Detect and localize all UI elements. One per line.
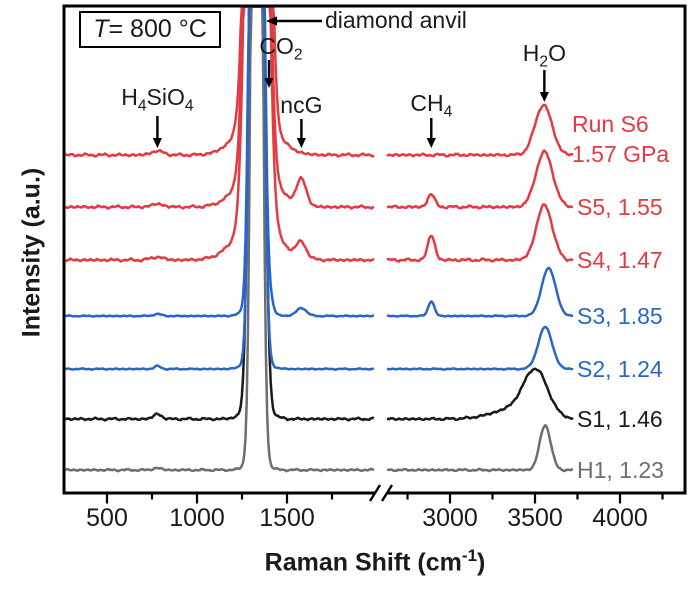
annotation-arrows (152, 16, 549, 148)
tick-label-3500: 3500 (507, 504, 563, 532)
annotation-text-part: diamond anvil (325, 7, 467, 33)
y-axis-label: Intensity (a.u.) (17, 167, 46, 338)
arrow-head-co2 (264, 78, 274, 88)
tick-label-4000: 4000 (592, 504, 648, 532)
break-slash-1 (368, 484, 382, 502)
spectrum-S4 (65, 5, 574, 263)
spectrum-S5 (64, 5, 574, 210)
arrow-head-h4sio4 (152, 138, 162, 148)
spectrum-S3 (65, 5, 574, 318)
annotation-text-part: 2 (539, 53, 549, 71)
tick-label-1500: 1500 (259, 504, 315, 532)
arrow-head-h2o (539, 92, 549, 102)
annotation-text-part: CO (259, 33, 294, 59)
annotation-h4sio4: H4SiO4 (121, 84, 193, 116)
arrow-head-ncg (296, 138, 306, 148)
annotation-text-part: 4 (137, 97, 147, 115)
annotation-co2: CO2 (259, 33, 302, 65)
annotation-text-part: CH (410, 90, 444, 116)
annotation-text-part: O (548, 40, 566, 66)
tick-label-500: 500 (86, 504, 128, 532)
series-label-S5: S5, 1.55 (577, 194, 663, 220)
annotation-text-part: 2 (293, 46, 303, 64)
annotation-text-part: H (121, 84, 138, 110)
annotation-text-part: 4 (184, 97, 194, 115)
break-slash-2 (380, 484, 394, 502)
spectra-curves (64, 5, 574, 473)
spectrum-S1 (64, 5, 574, 422)
axis-break-marks (368, 484, 394, 502)
annotation-text-part: H (522, 40, 540, 66)
series-label-H1: H1, 1.23 (577, 457, 664, 483)
axis-break-gap (375, 488, 387, 498)
temperature-value: = 800 °C (108, 15, 207, 43)
tick-label-3000: 3000 (422, 504, 478, 532)
annotation-h2o: H2O (523, 40, 566, 72)
temperature-box: T = 800 °C (79, 11, 221, 48)
arrow-head-diamond-anvil (266, 16, 277, 26)
series-label-S3: S3, 1.85 (577, 303, 663, 329)
spectrum-S6 (65, 5, 574, 158)
x-axis-label: Raman Shift (cm-1) (264, 546, 486, 577)
spectrum-S2 (65, 5, 574, 372)
series-label-S6-line1: Run S6 (572, 111, 649, 137)
annotation-text-part: ncG (280, 92, 323, 118)
temperature-variable: T (93, 15, 109, 43)
annotation-text-part: 4 (443, 103, 453, 121)
series-label-S1: S1, 1.46 (577, 406, 663, 432)
annotation-diamond-anvil: diamond anvil (325, 7, 467, 34)
arrow-head-ch4 (426, 138, 436, 148)
series-label-S2: S2, 1.24 (577, 356, 663, 382)
x-axis-ticks (105, 494, 664, 504)
series-label-S6-line2: 1.57 GPa (572, 141, 670, 167)
tick-label-1000: 1000 (169, 504, 225, 532)
annotation-ncg: ncG (280, 92, 322, 119)
series-label-S4: S4, 1.47 (577, 247, 663, 273)
spectrum-H1 (65, 5, 574, 473)
annotation-ch4: CH4 (410, 90, 452, 122)
annotation-text-part: SiO (146, 84, 185, 110)
